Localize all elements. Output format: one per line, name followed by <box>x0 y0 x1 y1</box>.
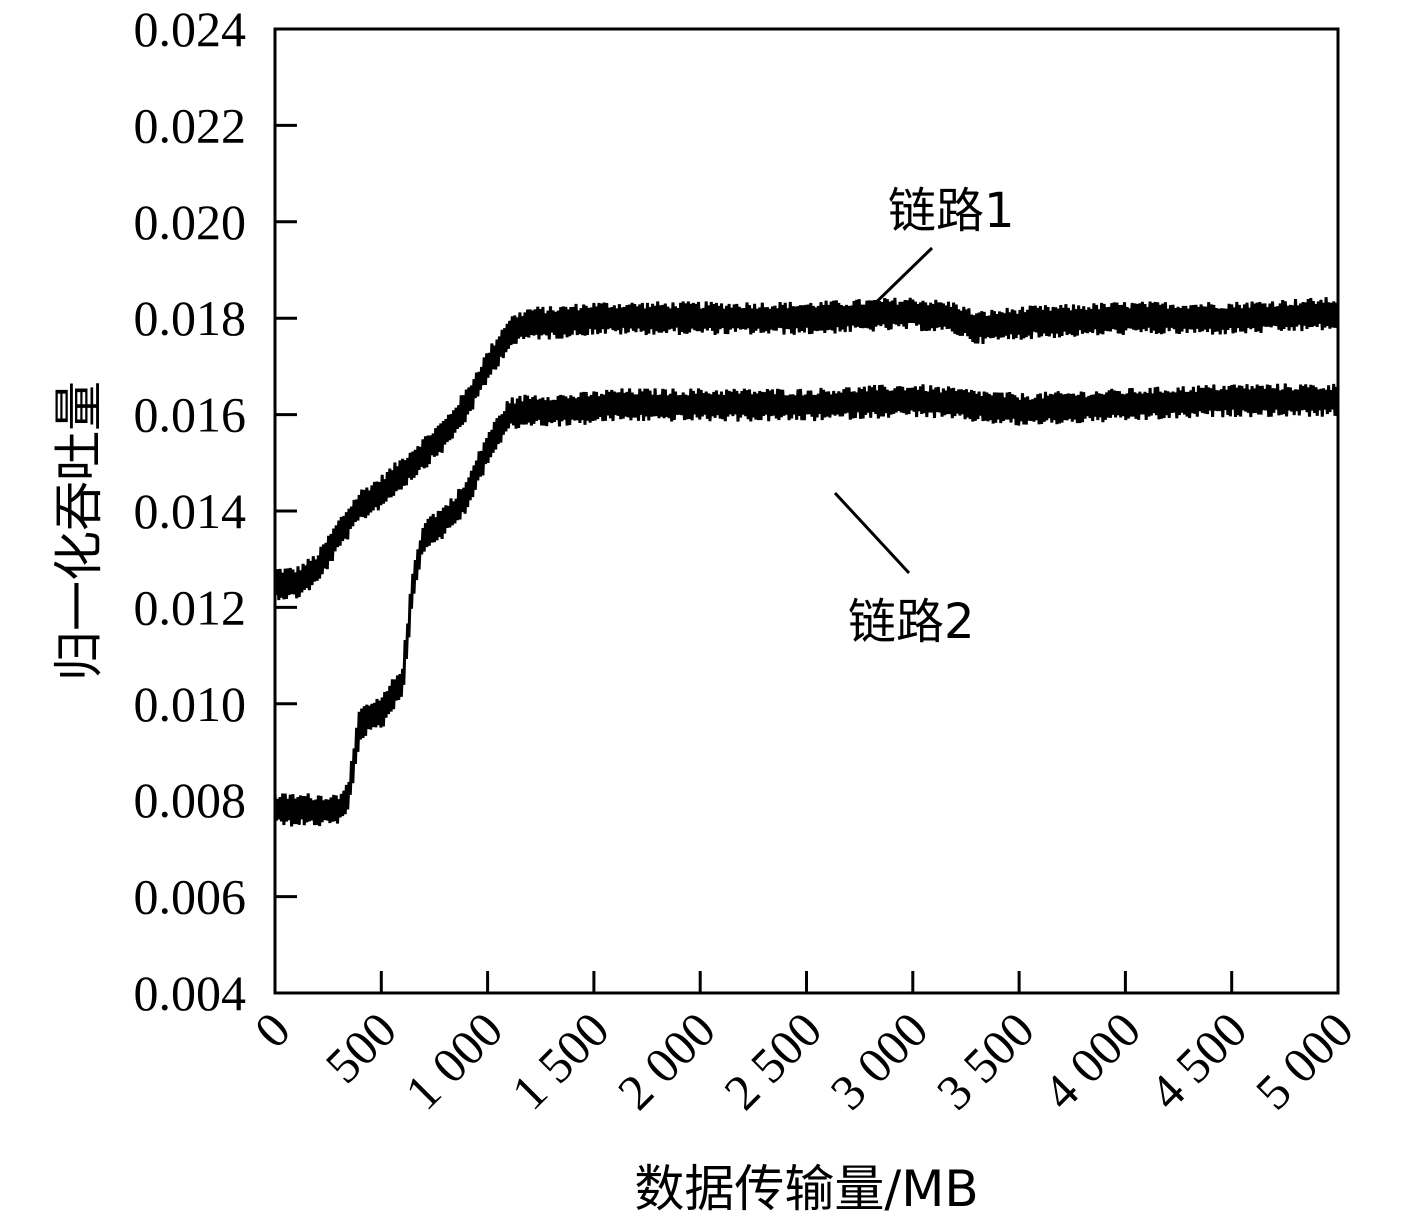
annotation-leader-1 <box>860 246 934 318</box>
annotation-label-1: 链路1 <box>888 183 1015 239</box>
x-tick-label: 5 000 <box>1245 1001 1364 1120</box>
x-tick-label: 1 500 <box>501 1001 620 1120</box>
x-tick-label: 0 <box>244 1001 301 1058</box>
y-tick-label: 0.004 <box>134 965 247 1021</box>
x-tick-label: 1 000 <box>394 1001 513 1120</box>
x-tick-label: 4 500 <box>1138 1001 1257 1120</box>
x-tick-label: 4 000 <box>1032 1001 1151 1120</box>
x-tick-label: 500 <box>314 1001 407 1094</box>
y-tick-label: 0.006 <box>134 869 247 925</box>
x-tick-label: 3 000 <box>819 1001 938 1120</box>
y-tick-label: 0.018 <box>134 290 247 346</box>
y-tick-label: 0.022 <box>134 97 247 153</box>
series-layer <box>273 297 1340 827</box>
y-tick-label: 0.008 <box>134 772 247 828</box>
y-tick-label: 0.010 <box>134 676 247 732</box>
annotation-leader-2 <box>833 491 911 575</box>
x-tick-label: 2 500 <box>713 1001 832 1120</box>
y-tick-label: 0.012 <box>134 579 247 635</box>
y-tick-label: 0.016 <box>134 387 247 443</box>
y-tick-label: 0.024 <box>134 1 247 57</box>
y-axis-title: 归一化吞吐量 <box>50 381 108 681</box>
x-axis-title: 数据传输量/MB <box>634 1160 978 1218</box>
series-line-2 <box>273 383 1340 827</box>
series-line-1 <box>273 297 1340 601</box>
plot-frame <box>273 27 1340 995</box>
y-tick-label: 0.020 <box>134 194 247 250</box>
y-tick-label: 0.014 <box>134 483 247 539</box>
plot-area <box>273 27 1340 995</box>
x-tick-label: 3 500 <box>926 1001 1045 1120</box>
annotation-layer: 链路1 链路2 <box>833 183 1015 650</box>
annotation-label-2: 链路2 <box>848 594 975 650</box>
x-tick-label: 2 000 <box>607 1001 726 1120</box>
